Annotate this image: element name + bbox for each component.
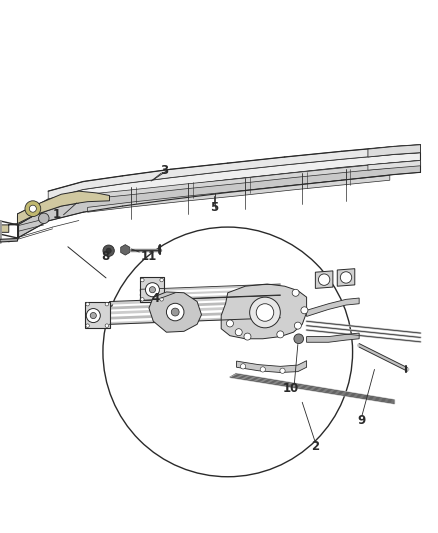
Polygon shape [121, 245, 130, 255]
Circle shape [149, 287, 155, 293]
Circle shape [160, 297, 163, 301]
Circle shape [235, 329, 242, 336]
Circle shape [105, 302, 109, 306]
Circle shape [106, 248, 111, 253]
Text: 11: 11 [141, 250, 157, 263]
Circle shape [166, 303, 184, 321]
Circle shape [277, 331, 284, 338]
Circle shape [105, 324, 109, 327]
Circle shape [141, 297, 144, 301]
Polygon shape [307, 298, 359, 317]
Circle shape [145, 282, 159, 297]
Text: 9: 9 [358, 414, 366, 427]
Polygon shape [18, 152, 420, 238]
Circle shape [250, 297, 280, 328]
Text: 10: 10 [283, 382, 300, 395]
Circle shape [86, 302, 89, 306]
Polygon shape [149, 292, 201, 332]
Circle shape [171, 308, 179, 316]
Circle shape [103, 245, 114, 256]
Text: 2: 2 [311, 440, 319, 454]
Circle shape [244, 333, 251, 340]
Circle shape [301, 307, 308, 314]
Circle shape [86, 309, 100, 322]
Polygon shape [0, 191, 110, 232]
Text: 4: 4 [152, 292, 159, 304]
Circle shape [141, 278, 144, 282]
Polygon shape [88, 163, 390, 199]
Circle shape [280, 368, 285, 374]
Polygon shape [337, 269, 355, 286]
Circle shape [292, 289, 299, 296]
Circle shape [318, 274, 330, 285]
Polygon shape [237, 361, 307, 373]
Circle shape [29, 205, 36, 212]
Polygon shape [0, 238, 18, 242]
Polygon shape [315, 271, 333, 288]
Polygon shape [368, 145, 420, 157]
Circle shape [294, 334, 304, 344]
Polygon shape [140, 278, 164, 302]
Polygon shape [18, 194, 79, 238]
Polygon shape [48, 145, 420, 199]
Circle shape [86, 324, 89, 327]
Circle shape [39, 213, 49, 223]
Circle shape [256, 304, 274, 321]
Polygon shape [368, 160, 420, 170]
Text: 8: 8 [101, 250, 109, 263]
Circle shape [294, 322, 301, 329]
Text: 3: 3 [160, 164, 168, 176]
Circle shape [103, 227, 353, 477]
Circle shape [25, 201, 41, 216]
Polygon shape [18, 152, 420, 225]
Circle shape [226, 320, 233, 327]
Circle shape [260, 367, 265, 372]
Polygon shape [88, 175, 390, 212]
Text: 1: 1 [53, 208, 61, 221]
Polygon shape [85, 302, 110, 328]
Polygon shape [221, 284, 307, 339]
Polygon shape [307, 333, 359, 342]
Circle shape [240, 364, 246, 369]
Circle shape [160, 278, 163, 282]
Circle shape [90, 312, 96, 319]
Text: 5: 5 [210, 201, 218, 214]
Circle shape [340, 272, 352, 283]
